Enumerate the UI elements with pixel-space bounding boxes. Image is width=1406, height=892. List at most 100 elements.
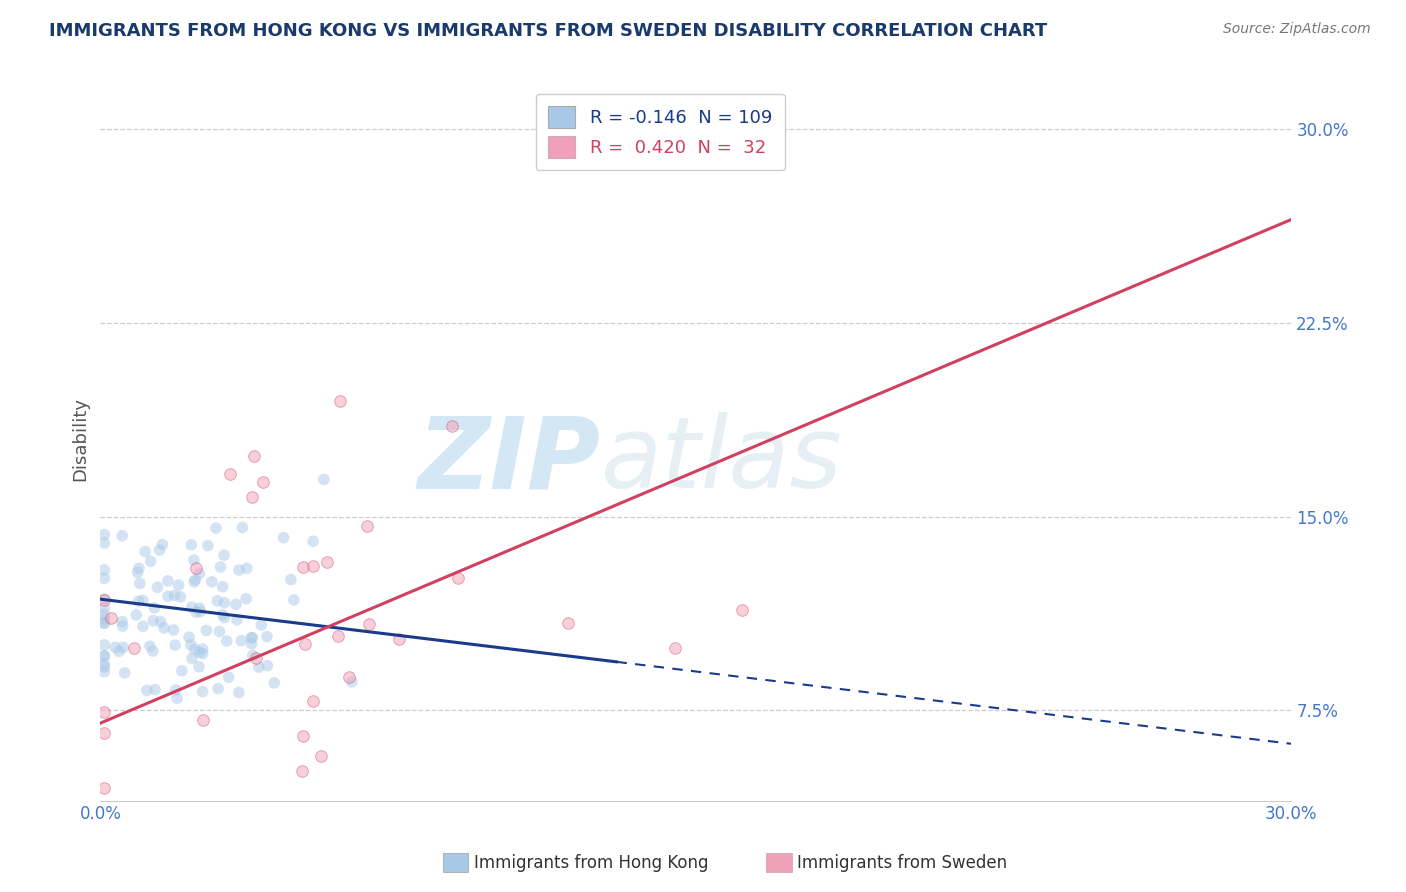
Point <box>132 593 155 607</box>
Point <box>187 659 209 673</box>
Point <box>93 536 115 550</box>
Point <box>104 640 127 655</box>
Point <box>184 573 207 587</box>
Y-axis label: Disability: Disability <box>72 397 89 481</box>
Point <box>186 605 208 619</box>
Point <box>328 629 350 643</box>
Point <box>235 591 257 606</box>
Point <box>388 632 411 647</box>
Point <box>152 537 174 551</box>
Point <box>228 563 250 577</box>
Point <box>162 623 184 637</box>
Point <box>212 548 235 562</box>
Point <box>209 560 232 574</box>
Point <box>112 640 135 655</box>
Point <box>93 607 115 622</box>
Text: atlas: atlas <box>600 412 842 509</box>
Point <box>188 566 211 581</box>
Point <box>256 658 278 673</box>
Point <box>127 594 149 608</box>
Point <box>149 615 172 629</box>
Point <box>193 714 215 728</box>
Point <box>291 560 314 574</box>
Point <box>195 624 218 638</box>
Point <box>280 573 302 587</box>
Point <box>114 665 136 680</box>
Point <box>242 648 264 663</box>
Point <box>329 394 352 409</box>
Point <box>302 534 325 549</box>
Point <box>180 638 202 652</box>
Text: IMMIGRANTS FROM HONG KONG VS IMMIGRANTS FROM SWEDEN DISABILITY CORRELATION CHART: IMMIGRANTS FROM HONG KONG VS IMMIGRANTS … <box>49 22 1047 40</box>
Point <box>93 638 115 652</box>
Point <box>340 674 363 689</box>
Point <box>191 684 214 698</box>
Point <box>245 651 267 665</box>
Point <box>142 644 165 658</box>
Point <box>218 670 240 684</box>
Point <box>93 600 115 615</box>
Point <box>201 574 224 589</box>
Text: ZIP: ZIP <box>418 412 600 509</box>
Point <box>134 544 156 558</box>
Point <box>163 588 186 602</box>
Point <box>165 638 187 652</box>
Point <box>294 637 316 651</box>
Point <box>183 574 205 589</box>
Point <box>291 764 314 778</box>
Point <box>250 618 273 632</box>
Point <box>128 561 150 575</box>
Point <box>93 665 115 679</box>
Point <box>311 749 333 764</box>
Point <box>139 554 162 568</box>
Point <box>337 670 360 684</box>
Point <box>211 607 233 622</box>
Point <box>165 682 187 697</box>
Point <box>247 660 270 674</box>
Point <box>664 640 686 655</box>
Point <box>180 600 202 615</box>
Point <box>263 676 285 690</box>
Point <box>302 558 325 573</box>
Point <box>184 561 207 575</box>
Point <box>122 640 145 655</box>
Point <box>143 682 166 697</box>
Point <box>183 642 205 657</box>
Point <box>356 519 378 533</box>
Point <box>156 574 179 588</box>
Point <box>166 691 188 706</box>
Point <box>228 685 250 699</box>
Point <box>93 612 115 626</box>
Point <box>93 648 115 663</box>
Point <box>93 563 115 577</box>
Point <box>292 729 315 743</box>
Point <box>197 539 219 553</box>
Point <box>93 616 115 631</box>
Point <box>240 631 263 645</box>
Point <box>316 555 339 569</box>
Point <box>225 598 247 612</box>
Point <box>191 642 214 657</box>
Point <box>214 596 236 610</box>
Point <box>146 580 169 594</box>
Point <box>283 593 305 607</box>
Point <box>218 467 240 482</box>
Point <box>211 580 233 594</box>
Point <box>125 607 148 622</box>
Legend: R = -0.146  N = 109, R =  0.420  N =  32: R = -0.146 N = 109, R = 0.420 N = 32 <box>536 94 785 170</box>
Point <box>188 645 211 659</box>
Point <box>240 637 263 651</box>
Point <box>142 614 165 628</box>
Point <box>242 449 264 463</box>
Text: Immigrants from Hong Kong: Immigrants from Hong Kong <box>474 854 709 871</box>
Point <box>167 578 190 592</box>
Point <box>93 571 115 585</box>
Point <box>207 681 229 696</box>
Point <box>111 529 134 543</box>
Point <box>557 615 579 630</box>
Point <box>93 527 115 541</box>
Point <box>139 639 162 653</box>
Point <box>301 694 323 708</box>
Text: Source: ZipAtlas.com: Source: ZipAtlas.com <box>1223 22 1371 37</box>
Point <box>252 475 274 489</box>
